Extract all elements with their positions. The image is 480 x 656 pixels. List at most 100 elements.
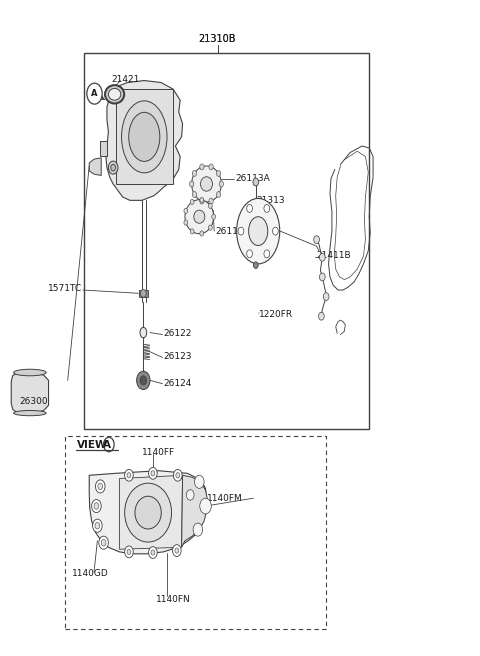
Text: 21310B: 21310B — [198, 34, 236, 45]
Ellipse shape — [125, 483, 171, 542]
Text: 26124: 26124 — [163, 379, 192, 388]
Circle shape — [323, 293, 329, 300]
Polygon shape — [116, 89, 173, 184]
Circle shape — [200, 498, 211, 514]
Circle shape — [176, 473, 180, 478]
Polygon shape — [120, 476, 182, 549]
Circle shape — [137, 371, 150, 390]
Circle shape — [253, 178, 259, 186]
Circle shape — [151, 471, 155, 476]
Ellipse shape — [185, 199, 214, 234]
Ellipse shape — [140, 327, 147, 338]
Circle shape — [140, 376, 147, 385]
Ellipse shape — [237, 198, 280, 264]
Circle shape — [95, 522, 100, 529]
Polygon shape — [139, 290, 148, 297]
Circle shape — [93, 519, 102, 532]
Text: 26113A: 26113A — [235, 174, 270, 183]
Circle shape — [273, 227, 278, 235]
Circle shape — [314, 236, 320, 243]
Circle shape — [200, 198, 204, 204]
Text: 26123: 26123 — [163, 352, 192, 361]
Text: 1571TC: 1571TC — [48, 284, 82, 293]
Circle shape — [192, 171, 197, 176]
Ellipse shape — [121, 101, 167, 173]
Circle shape — [173, 470, 182, 482]
Circle shape — [96, 480, 105, 493]
Text: 26112A: 26112A — [215, 226, 250, 236]
Polygon shape — [100, 142, 107, 157]
Circle shape — [125, 546, 133, 558]
Circle shape — [175, 548, 179, 553]
Text: 21421: 21421 — [112, 75, 140, 84]
Circle shape — [98, 483, 103, 489]
Circle shape — [253, 262, 258, 268]
Text: 1140FM: 1140FM — [206, 494, 242, 502]
Circle shape — [200, 197, 204, 203]
Circle shape — [149, 468, 157, 480]
Circle shape — [92, 499, 101, 512]
Ellipse shape — [194, 210, 205, 223]
Polygon shape — [89, 471, 206, 554]
Circle shape — [190, 229, 194, 234]
Circle shape — [99, 536, 108, 549]
Circle shape — [208, 203, 212, 209]
Ellipse shape — [129, 112, 160, 161]
Circle shape — [190, 181, 194, 187]
Circle shape — [216, 192, 221, 197]
Ellipse shape — [135, 496, 161, 529]
Circle shape — [192, 192, 197, 197]
Text: 21411B: 21411B — [317, 251, 351, 260]
Ellipse shape — [105, 85, 124, 104]
Ellipse shape — [201, 176, 213, 191]
Circle shape — [320, 273, 325, 281]
Circle shape — [264, 250, 270, 258]
Circle shape — [127, 473, 131, 478]
Circle shape — [247, 250, 252, 258]
Polygon shape — [84, 53, 369, 430]
Circle shape — [87, 83, 102, 104]
Circle shape — [212, 214, 216, 219]
Circle shape — [101, 539, 106, 546]
Circle shape — [219, 181, 224, 187]
Circle shape — [141, 289, 146, 297]
Circle shape — [172, 544, 181, 556]
Ellipse shape — [108, 161, 118, 174]
Circle shape — [209, 164, 213, 170]
Text: VIEW: VIEW — [77, 440, 108, 449]
Circle shape — [193, 523, 203, 536]
Polygon shape — [106, 81, 182, 200]
Circle shape — [184, 208, 188, 213]
Circle shape — [209, 198, 213, 204]
Ellipse shape — [192, 166, 221, 202]
Circle shape — [208, 225, 212, 230]
Circle shape — [149, 546, 157, 558]
Ellipse shape — [13, 411, 46, 416]
Circle shape — [238, 227, 244, 235]
Circle shape — [151, 550, 155, 555]
Text: A: A — [91, 89, 98, 98]
Ellipse shape — [249, 216, 268, 245]
Circle shape — [216, 171, 221, 176]
Circle shape — [194, 476, 204, 488]
Text: 26122: 26122 — [163, 329, 192, 338]
Circle shape — [264, 205, 270, 213]
Ellipse shape — [108, 89, 121, 100]
Text: 1140FN: 1140FN — [156, 595, 191, 604]
Circle shape — [319, 312, 324, 320]
Polygon shape — [11, 373, 48, 413]
Text: 1220FR: 1220FR — [259, 310, 293, 319]
Circle shape — [186, 489, 194, 500]
Text: 1140GD: 1140GD — [72, 569, 108, 578]
Circle shape — [127, 549, 131, 554]
Polygon shape — [89, 158, 101, 175]
Text: 21313: 21313 — [257, 196, 286, 205]
Circle shape — [190, 199, 194, 205]
Circle shape — [247, 205, 252, 213]
Circle shape — [200, 164, 204, 170]
Text: 1140FF: 1140FF — [142, 448, 175, 457]
Ellipse shape — [13, 369, 46, 376]
Text: 26300: 26300 — [19, 397, 48, 406]
Text: 21310B: 21310B — [198, 34, 236, 45]
Polygon shape — [65, 436, 326, 629]
